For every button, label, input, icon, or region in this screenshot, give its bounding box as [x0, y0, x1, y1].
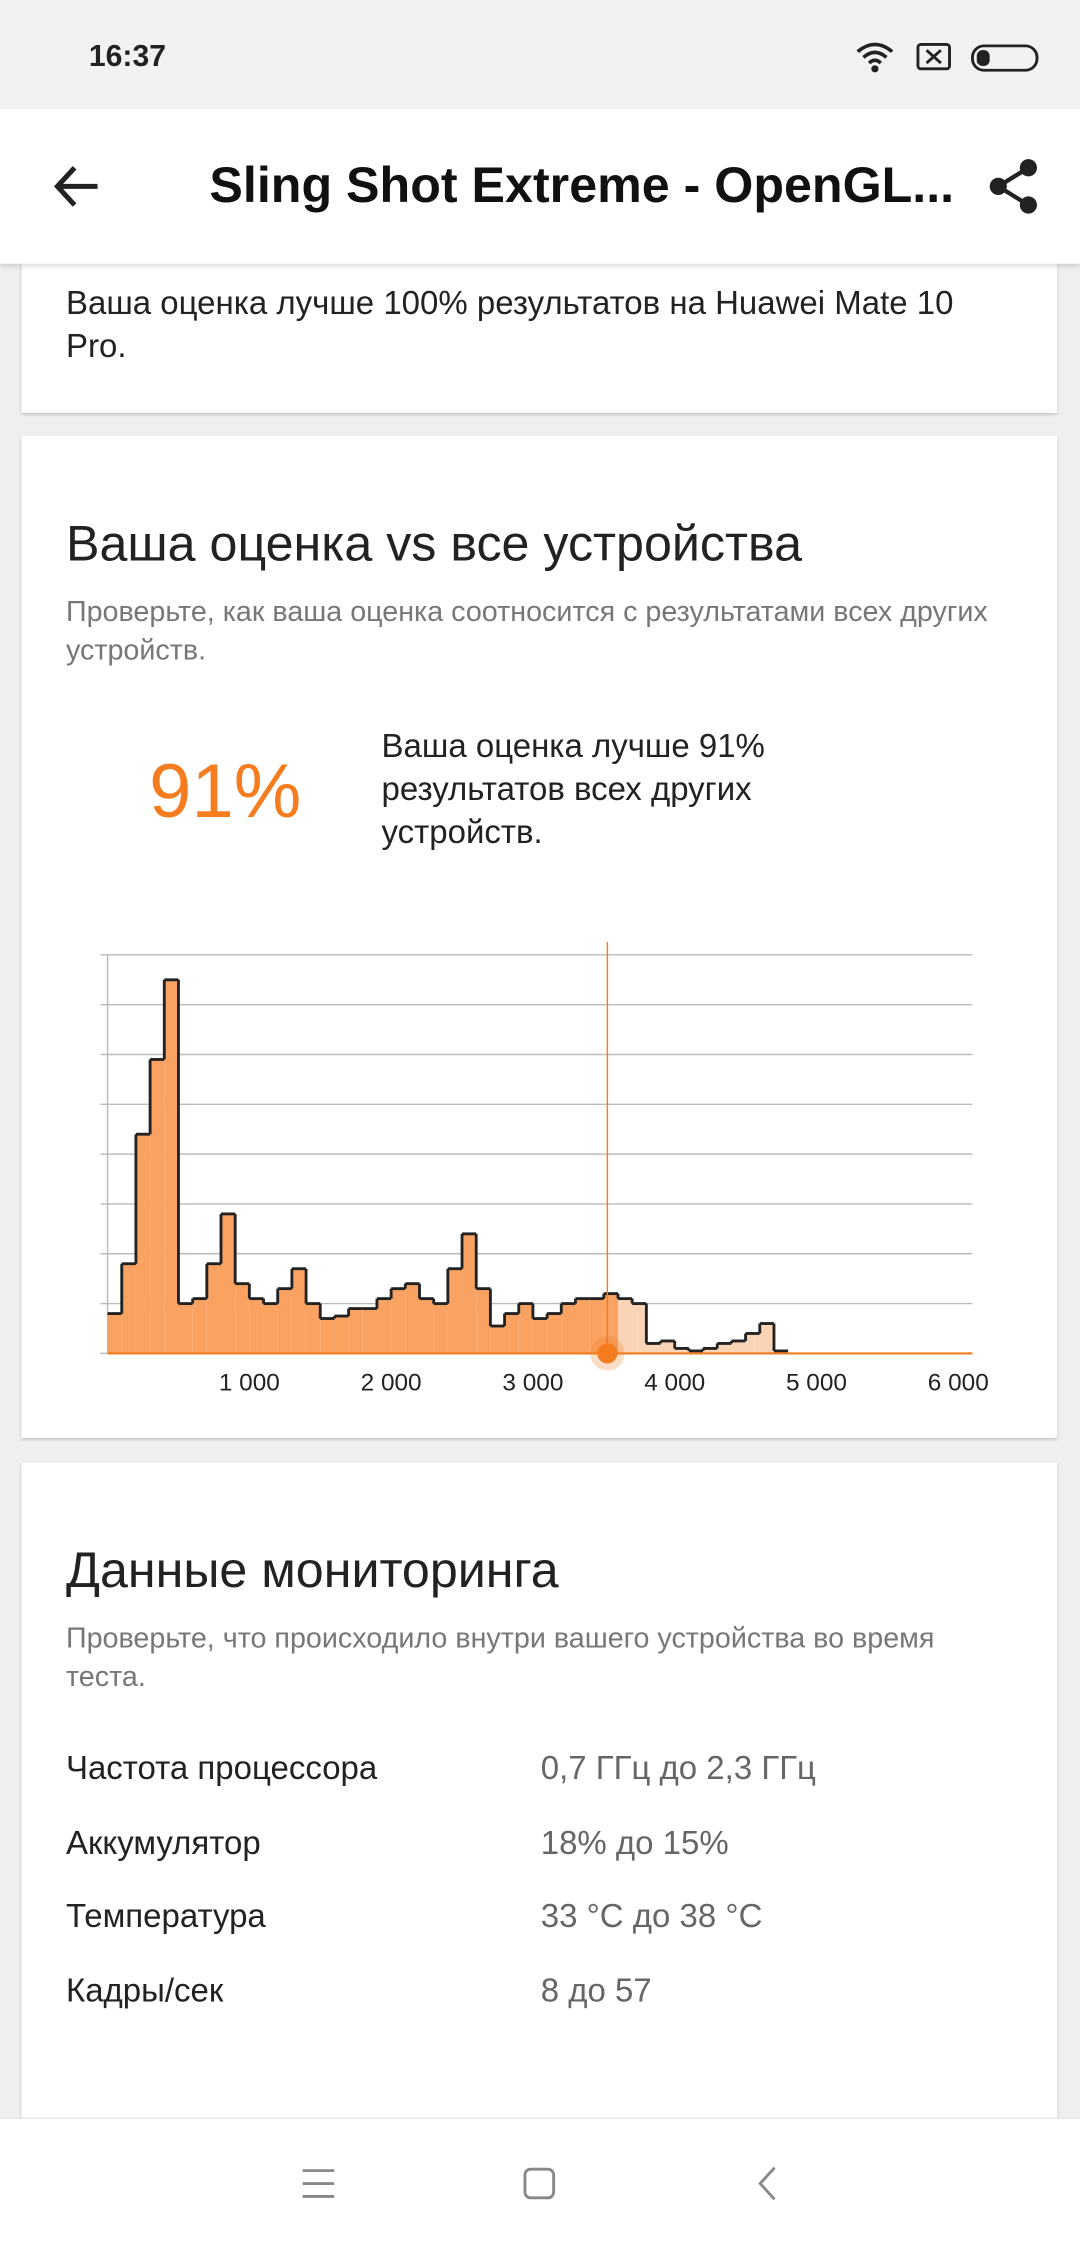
app-bar: Sling Shot Extreme - OpenGL...: [0, 108, 1080, 264]
x-tick-label: 6 000: [928, 1370, 989, 1397]
bar: [362, 1308, 377, 1354]
row-value: 33 °C до 38 °C: [540, 1896, 763, 1935]
bar: [717, 1343, 732, 1354]
bar: [589, 1298, 604, 1354]
bar: [306, 1303, 321, 1354]
bar: [433, 1303, 448, 1354]
bar: [391, 1288, 406, 1354]
row-label: Кадры/сек: [65, 1970, 224, 2008]
bar: [178, 1303, 193, 1354]
comparison-card: Ваша оценка vs все устройства Проверьте,…: [21, 435, 1058, 1439]
x-tick-label: 3 000: [502, 1370, 563, 1397]
x-tick-label: 1 000: [219, 1370, 280, 1397]
bar: [703, 1348, 718, 1354]
row-label: Температура: [65, 1896, 266, 1935]
bar: [348, 1308, 363, 1354]
share-button[interactable]: [987, 158, 1044, 215]
bar: [220, 1213, 236, 1354]
bar: [759, 1323, 774, 1354]
back-button[interactable]: [52, 161, 104, 213]
app-title: Sling Shot Extreme - OpenGL...: [209, 157, 955, 214]
bar: [731, 1340, 746, 1354]
row-value: 8 до 57: [540, 1970, 652, 2008]
bar: [405, 1283, 420, 1354]
bar: [334, 1316, 349, 1354]
bar: [632, 1303, 647, 1354]
bar: [235, 1283, 250, 1354]
x-tick-label: 5 000: [786, 1370, 847, 1397]
bar: [320, 1318, 335, 1354]
bar: [107, 1313, 122, 1354]
row-value: 0,7 ГГц до 2,3 ГГц: [540, 1749, 816, 1787]
bar: [518, 1303, 533, 1354]
comparison-subtitle: Проверьте, как ваша оценка соотносится с…: [65, 596, 988, 667]
comparison-title: Ваша оценка vs все устройства: [65, 516, 803, 573]
bar: [192, 1298, 207, 1354]
bar: [277, 1288, 292, 1354]
bar: [504, 1313, 519, 1354]
bar: [490, 1326, 505, 1354]
x-tick-label: 2 000: [361, 1370, 422, 1397]
histogram: 1 000 2 000 3 000 4 000 5 000 6 000: [100, 941, 989, 1397]
bar: [419, 1298, 434, 1354]
bar: [164, 979, 179, 1354]
bar: [646, 1343, 661, 1354]
bar: [447, 1268, 463, 1354]
bar: [462, 1233, 477, 1354]
row-label: Аккумулятор: [65, 1822, 261, 1861]
row-value: 18% до 15%: [540, 1822, 729, 1861]
time: 16:37: [88, 40, 166, 74]
bar: [249, 1298, 264, 1354]
percent-description: Ваша оценка лучше 91% результатов всех д…: [381, 726, 765, 851]
bar: [561, 1303, 576, 1354]
nav-bar: [0, 2117, 1080, 2248]
bar: [660, 1340, 675, 1354]
bar: [135, 1134, 151, 1354]
bar: [617, 1298, 633, 1354]
bar: [150, 1059, 165, 1354]
score-marker: [597, 1343, 618, 1364]
bar: [291, 1268, 307, 1354]
summary-card: Ваша оценка лучше 100% результатов на Hu…: [21, 243, 1058, 413]
status-bar: 16:37: [0, 0, 1080, 109]
nav-icons: [302, 2166, 776, 2201]
bar: [476, 1288, 491, 1354]
bar: [674, 1348, 689, 1354]
bar: [376, 1298, 392, 1354]
bar: [263, 1303, 278, 1354]
bar: [547, 1313, 562, 1354]
bar: [206, 1263, 221, 1354]
bar: [532, 1318, 548, 1354]
status-icons: [856, 42, 1039, 73]
summary-text: Ваша оценка лучше 100% результатов на Hu…: [65, 283, 954, 365]
x-tick-label: 4 000: [644, 1370, 705, 1397]
bar: [121, 1263, 136, 1354]
percent: 91%: [149, 749, 302, 835]
monitoring-title: Данные мониторинга: [65, 1542, 559, 1599]
monitoring-card: Данные мониторинга Проверьте, что происх…: [21, 1462, 1058, 2248]
monitoring-subtitle: Проверьте, что происходило внутри вашего…: [65, 1622, 935, 1694]
row-label: Частота процессора: [65, 1749, 378, 1787]
bar: [745, 1333, 760, 1354]
bar: [575, 1298, 590, 1354]
